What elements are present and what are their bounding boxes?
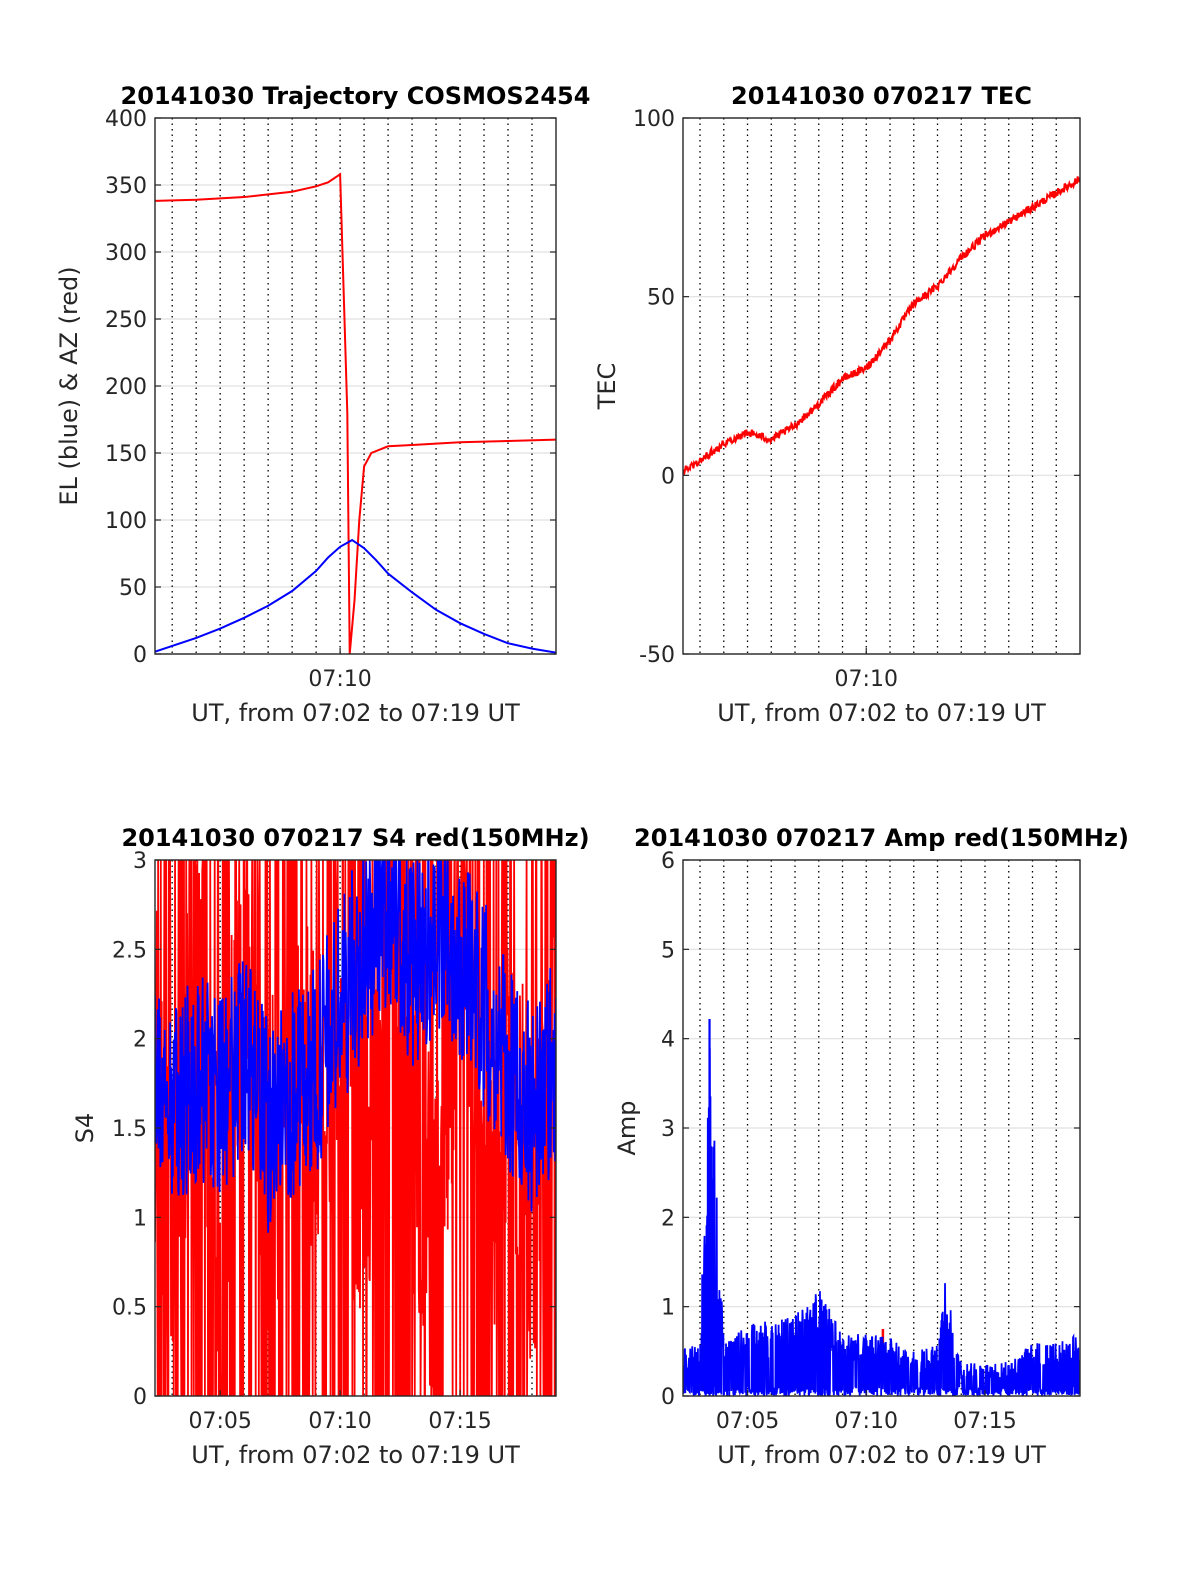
y-tick-label: 0.5: [112, 1296, 147, 1321]
chart-panel-4: 0 1 2 3 4 5 6 07:05 07:10 07:15 20141030 070217 Am…: [613, 824, 1129, 1469]
plot-area: [683, 176, 1080, 476]
plot-area: [683, 1019, 1080, 1396]
y-tick-label: 1: [661, 1296, 675, 1321]
chart-title: 20141030 070217 S4 red(150MHz): [121, 824, 589, 852]
x-axis-label: UT, from 07:02 to 07:19 UT: [717, 1441, 1046, 1469]
chart-panel-3: 0 0.5 1 1.5 2 2.5 3 07:05 07:10 07:15 20141030 070…: [71, 824, 590, 1469]
x-tick-label: 07:05: [716, 1409, 779, 1434]
x-axis-label: UT, from 07:02 to 07:19 UT: [717, 699, 1046, 727]
y-tick-label: 100: [105, 509, 147, 534]
y-axis-label: Amp: [613, 1100, 641, 1155]
y-tick-label: 200: [105, 375, 147, 400]
y-tick-label: 4: [661, 1028, 675, 1053]
y-tick-label: 1.5: [112, 1117, 147, 1142]
y-tick-label: 50: [119, 576, 147, 601]
y-axis-label: TEC: [593, 363, 621, 411]
y-tick-label: 100: [633, 107, 675, 132]
y-tick-label: 2.5: [112, 938, 147, 963]
chart-title: 20141030 070217 Amp red(150MHz): [634, 824, 1129, 852]
series-line-1: [155, 172, 556, 654]
y-tick-label: 400: [105, 107, 147, 132]
y-tick-label: 0: [661, 1385, 675, 1410]
series-line-1: [155, 860, 556, 1396]
y-axis-label: EL (blue) & AZ (red): [55, 266, 83, 505]
axes-box: [682, 117, 1081, 655]
x-tick-label: 07:10: [835, 667, 898, 692]
series-line-1: [683, 176, 1080, 476]
y-tick-label: 250: [105, 308, 147, 333]
series-line-2: [155, 538, 556, 654]
y-tick-label: 2: [133, 1028, 147, 1053]
x-tick-label: 07:15: [953, 1409, 1016, 1434]
y-tick-label: 5: [661, 938, 675, 963]
y-tick-label: -50: [639, 643, 675, 668]
y-tick-label: 0: [133, 643, 147, 668]
y-tick-label: 0: [661, 464, 675, 489]
chart-title: 20141030 070217 TEC: [731, 82, 1032, 110]
x-tick-label: 07:05: [188, 1409, 251, 1434]
x-tick-label: 07:15: [428, 1409, 491, 1434]
chart-panel-1: 0 50 100 150 200 250 300 350 400 07:10 20141030 Tr…: [55, 82, 590, 727]
chart-title: 20141030 Trajectory COSMOS2454: [121, 82, 591, 110]
series-line-2: [155, 860, 556, 1233]
x-tick-label: 07:10: [308, 667, 371, 692]
y-tick-label: 350: [105, 174, 147, 199]
y-tick-label: 50: [647, 286, 675, 311]
x-tick-label: 07:10: [308, 1409, 371, 1434]
y-tick-label: 1: [133, 1206, 147, 1231]
y-tick-label: 2: [661, 1206, 675, 1231]
series-line-2: [683, 1048, 1080, 1396]
x-axis-label: UT, from 07:02 to 07:19 UT: [191, 699, 520, 727]
y-tick-label: 300: [105, 241, 147, 266]
x-axis-label: UT, from 07:02 to 07:19 UT: [191, 1441, 520, 1469]
chart-panel-2: -50 0 50 100 07:10 20141030 070217 TEC UT, fro…: [593, 82, 1081, 727]
y-tick-label: 6: [661, 849, 675, 874]
x-tick-label: 07:10: [835, 1409, 898, 1434]
y-tick-label: 150: [105, 442, 147, 467]
y-tick-label: 3: [661, 1117, 675, 1142]
plot-area: [155, 172, 556, 654]
y-axis-label: S4: [71, 1113, 99, 1144]
y-tick-label: 3: [133, 849, 147, 874]
plot-area: [155, 860, 556, 1396]
y-tick-label: 0: [133, 1385, 147, 1410]
